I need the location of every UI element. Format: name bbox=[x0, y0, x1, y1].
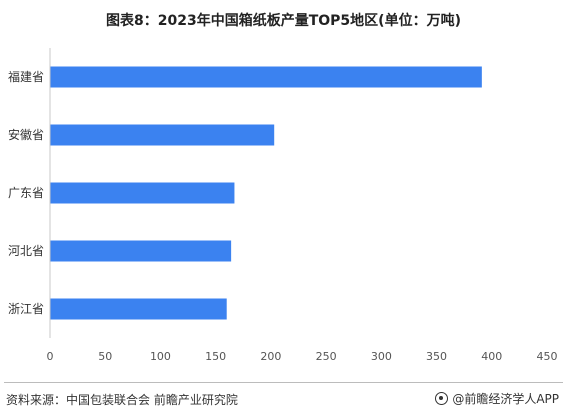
x-tick-label: 150 bbox=[205, 350, 226, 363]
x-tick-label: 100 bbox=[150, 350, 171, 363]
bar-1 bbox=[50, 66, 482, 88]
bar-3 bbox=[50, 182, 235, 204]
x-tick-label: 200 bbox=[260, 350, 281, 363]
chart-title: 图表8：2023年中国箱纸板产量TOP5地区(单位：万吨) bbox=[106, 13, 461, 29]
bar-5 bbox=[50, 298, 227, 320]
category-label: 河北省 bbox=[8, 244, 44, 258]
bar-2 bbox=[50, 124, 275, 146]
x-tick-label: 300 bbox=[371, 350, 392, 363]
category-label: 广东省 bbox=[8, 186, 44, 200]
brand-text: @前瞻经济学人APP bbox=[452, 392, 559, 406]
brand-logo-icon bbox=[435, 392, 449, 405]
category-label: 浙江省 bbox=[8, 302, 44, 316]
x-tick-label: 50 bbox=[98, 350, 112, 363]
brand-mark: @前瞻经济学人APP bbox=[435, 390, 559, 407]
x-tick-label: 400 bbox=[481, 350, 502, 363]
bar-4 bbox=[50, 240, 232, 262]
x-tick-label: 450 bbox=[537, 350, 558, 363]
category-label: 安徽省 bbox=[8, 127, 44, 142]
category-label: 福建省 bbox=[8, 69, 44, 84]
bars-group bbox=[50, 66, 482, 320]
x-tick-label: 250 bbox=[316, 350, 337, 363]
x-tick-label: 0 bbox=[47, 350, 54, 363]
x-tick-labels: 0 50 100 150 200 250 300 350 400 450 bbox=[47, 350, 558, 363]
footer-divider bbox=[4, 382, 563, 383]
source-note: 资料来源：中国包装联合会 前瞻产业研究院 bbox=[6, 393, 238, 407]
x-tick-label: 350 bbox=[426, 350, 447, 363]
